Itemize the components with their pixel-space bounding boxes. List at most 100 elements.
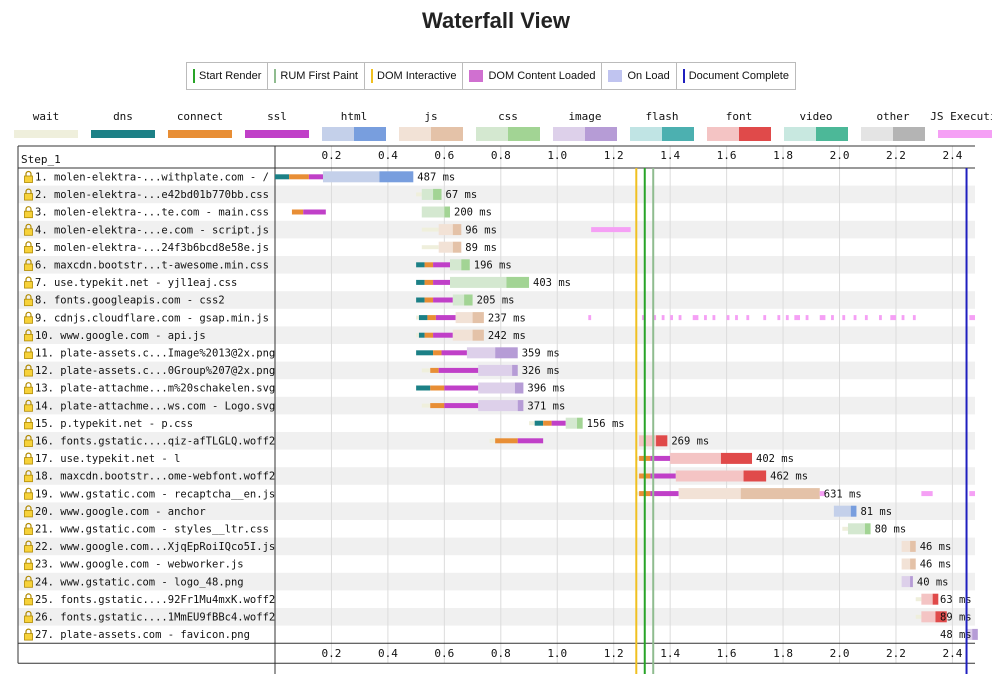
connect-bar (424, 297, 434, 303)
lock-icon (24, 610, 33, 623)
lock-shackle (25, 170, 32, 176)
ttfb-bar (455, 312, 473, 324)
download-bar (379, 171, 414, 183)
download-bar (935, 611, 947, 623)
x-tick-label-bottom: 1.8 (773, 647, 793, 660)
lock-body (24, 509, 33, 518)
download-bar (495, 347, 518, 359)
legend-swatch (371, 69, 373, 83)
x-tick-label-top: 0.4 (378, 149, 398, 162)
download-bar (506, 276, 530, 288)
type-legend-image: image (553, 110, 617, 141)
request-row: 3. molen-elektra-...te.com - main.css 200… (24, 206, 492, 219)
type-legend-swatch (91, 130, 155, 138)
ssl-bar (303, 209, 326, 215)
lock-body (24, 545, 33, 553)
lock-body (24, 562, 33, 571)
type-legend-swatch-ttfb (784, 127, 816, 141)
connect-bar (291, 209, 304, 215)
type-legend-ssl: ssl (245, 110, 309, 138)
wait-bar (636, 491, 640, 496)
type-legend-swatch (938, 130, 992, 138)
request-row: 4. molen-elektra-...e.com - script.js 96 … (24, 223, 631, 236)
legend-swatch (608, 70, 623, 82)
js-exec-bar (912, 315, 916, 321)
duration-label: 403 ms (533, 277, 571, 289)
dns-bar (416, 279, 425, 285)
ttfb-bar (670, 452, 721, 464)
type-legend-swatch-download (431, 127, 463, 141)
row-band (18, 502, 975, 520)
ssl-bar (650, 455, 671, 461)
lock-body (24, 298, 33, 307)
connect-bar (495, 438, 518, 444)
type-legend-label: js (424, 110, 437, 123)
request-label: 11. plate-assets.c...Image%2013@2x.png (35, 348, 275, 360)
request-row: 5. molen-elektra-...24f3b6bcd8e58e.js 89 … (24, 241, 497, 254)
ttfb-bar (322, 171, 380, 183)
x-tick-label-bottom: 0.6 (434, 647, 454, 660)
js-exec-bar (794, 315, 800, 321)
js-exec-bar (726, 315, 730, 321)
legend-swatch (193, 69, 195, 83)
js-exec-bar (819, 491, 826, 497)
lock-body (24, 281, 33, 289)
legend-item-start-render: Start Render (187, 63, 269, 89)
lock-shackle (25, 223, 32, 229)
ttfb-bar (478, 382, 515, 394)
js-exec-bar (842, 315, 846, 321)
wait-bar (421, 368, 431, 373)
marker-legend: Start Render RUM First Paint DOM Interacti… (186, 62, 796, 90)
request-row: 22. www.google.com...XjqEpRoiIQco5I.js 46… (24, 540, 951, 553)
request-row: 24. www.gstatic.com - logo_48.png 40 ms (24, 575, 949, 588)
type-legend-other: other (861, 110, 925, 141)
request-row: 26. fonts.gstatic....1MmEU9fBBc4.woff2 89… (24, 610, 972, 624)
wait-bar (915, 614, 922, 619)
duration-label: 80 ms (875, 524, 907, 536)
request-label: 23. www.google.com - webworker.js (35, 559, 244, 571)
lock-body (24, 633, 33, 641)
lock-shackle (25, 434, 32, 440)
x-tick-label-bottom: 0.4 (378, 647, 398, 660)
request-label: 17. use.typekit.net - l (35, 453, 180, 465)
lock-shackle (25, 188, 32, 194)
connect-bar (543, 420, 552, 426)
lock-icon (24, 276, 33, 289)
ttfb-bar (438, 241, 453, 253)
connect-bar (424, 262, 434, 268)
legend-swatch (469, 70, 484, 82)
x-tick-label-bottom: 1.6 (717, 647, 737, 660)
ttfb-bar (901, 540, 911, 552)
duration-label: 237 ms (488, 312, 526, 324)
request-row: 14. plate-attachme...ws.com - Logo.svg 37… (24, 399, 565, 412)
dns-bar (534, 420, 544, 426)
type-legend-css: css (476, 110, 540, 141)
type-legend-js-execution: JS Execution (930, 110, 992, 138)
lock-shackle (25, 575, 32, 581)
lock-shackle (25, 311, 32, 317)
ssl-bar (650, 491, 679, 497)
request-row: 15. p.typekit.net - p.css 156 ms (24, 417, 625, 430)
lock-icon (24, 540, 33, 553)
js-exec-bar (819, 315, 826, 321)
request-row: 1. molen-elektra-...withplate.com - / 487… (24, 170, 455, 184)
download-bar (910, 540, 916, 552)
duration-label: 326 ms (522, 365, 560, 377)
download-bar (656, 435, 668, 447)
lock-body (24, 210, 33, 219)
lock-body (24, 333, 33, 342)
lock-shackle (25, 241, 32, 247)
lock-icon (24, 294, 33, 307)
lock-icon (24, 382, 33, 395)
wait-bar (421, 403, 431, 408)
x-tick-label-top: 2.2 (886, 149, 906, 162)
lock-icon (24, 364, 33, 377)
dns-bar (418, 332, 425, 338)
lock-body (24, 439, 33, 447)
js-exec-bar (763, 315, 767, 321)
type-legend-swatch-ttfb (476, 127, 508, 141)
js-exec-bar (712, 315, 716, 321)
request-label: 22. www.google.com...XjqEpRoiIQco5I.js (35, 541, 275, 553)
duration-label: 81 ms (860, 506, 892, 518)
legend-label: DOM Interactive (377, 70, 457, 82)
